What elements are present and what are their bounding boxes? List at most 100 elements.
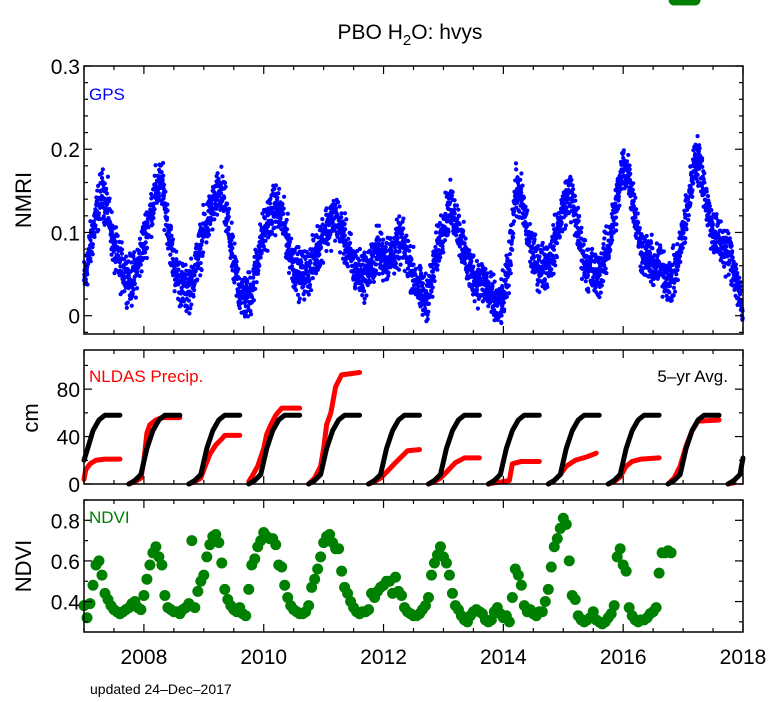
- gps-point: [421, 274, 427, 279]
- gps-point: [433, 244, 438, 250]
- gps-point: [128, 277, 133, 282]
- gps-point: [325, 242, 331, 247]
- gps-point: [119, 251, 125, 256]
- gps-point: [88, 259, 93, 264]
- gps-point: [289, 236, 294, 241]
- ndvi-point: [87, 579, 99, 591]
- gps-point: [484, 275, 489, 280]
- gps-point: [96, 211, 102, 216]
- gps-point: [329, 248, 334, 254]
- gps-point: [471, 287, 476, 293]
- gps-point: [161, 193, 167, 198]
- panel-ndvi: 0.4 0.6 0.8 NDVI NDVI: [11, 0, 744, 633]
- gps-point: [337, 239, 342, 244]
- gps-point: [572, 193, 578, 199]
- y-tick-label: 0.3: [51, 56, 80, 79]
- gps-point: [488, 270, 493, 275]
- gps-point: [237, 276, 242, 281]
- gps-point: [187, 311, 192, 316]
- gps-point: [634, 235, 639, 241]
- gps-point: [96, 227, 101, 233]
- gps-point: [311, 238, 316, 243]
- gps-point: [90, 242, 95, 247]
- gps-point: [550, 253, 556, 259]
- gps-point: [682, 240, 688, 245]
- gps-point: [627, 167, 632, 172]
- ylabel-nmri: NMRI: [11, 172, 36, 228]
- gps-point: [132, 281, 137, 286]
- gps-point: [237, 305, 242, 311]
- gps-point: [501, 300, 506, 305]
- gps-point: [199, 242, 204, 248]
- gps-point: [564, 205, 569, 210]
- gps-point: [696, 149, 701, 154]
- gps-point: [339, 215, 344, 220]
- gps-point: [156, 194, 162, 199]
- x-tick-label: 2012: [360, 646, 407, 669]
- gps-point: [144, 245, 150, 250]
- gps-point: [105, 174, 111, 179]
- gps-point: [116, 253, 121, 258]
- gps-point: [513, 161, 519, 166]
- gps-point: [608, 247, 613, 253]
- gps-point: [269, 231, 275, 236]
- gps-point: [692, 151, 698, 157]
- gps-point: [388, 235, 393, 241]
- gps-point: [562, 226, 568, 231]
- gps-point: [611, 218, 616, 223]
- ndvi-point: [443, 569, 455, 581]
- gps-point: [475, 287, 480, 293]
- gps-point: [447, 200, 453, 205]
- gps-ticks: 0 0.1 0.2 0.3: [51, 56, 744, 334]
- gps-point: [165, 202, 170, 207]
- gps-point: [702, 180, 707, 185]
- gps-point: [268, 201, 273, 206]
- gps-point: [651, 282, 656, 288]
- gps-point: [285, 248, 290, 253]
- gps-point: [248, 309, 253, 314]
- gps-point: [490, 284, 495, 289]
- gps-point: [462, 261, 468, 266]
- gps-point: [691, 181, 696, 186]
- gps-point: [440, 247, 445, 252]
- gps-point: [573, 212, 579, 217]
- precip-line-avg: [605, 412, 662, 487]
- gps-point: [139, 269, 144, 274]
- gps-point: [471, 264, 476, 269]
- gps-point: [726, 272, 731, 277]
- gps-point: [152, 173, 157, 178]
- gps-point: [626, 152, 631, 158]
- ndvi-point: [336, 565, 348, 577]
- ndvi-point: [422, 591, 434, 603]
- ndvi-ticks: 0.4 0.6 0.8: [51, 499, 744, 632]
- gps-point: [283, 230, 288, 235]
- gps-point: [700, 164, 705, 169]
- gps-point: [395, 235, 400, 241]
- gps-point: [738, 284, 743, 289]
- gps-point: [583, 279, 588, 284]
- gps-point: [255, 271, 261, 276]
- gps-point: [380, 243, 385, 249]
- gps-point: [426, 301, 431, 307]
- gps-point: [170, 237, 176, 242]
- gps-point: [576, 218, 581, 224]
- gps-point: [523, 204, 528, 209]
- gps-point: [411, 244, 416, 249]
- ndvi-point: [545, 561, 557, 573]
- title-subscript: 2: [403, 32, 411, 49]
- gps-point: [119, 247, 125, 252]
- gps-point: [632, 192, 637, 197]
- gps-point: [425, 312, 430, 318]
- gps-point: [579, 276, 585, 281]
- gps-point: [137, 273, 142, 279]
- gps-point: [452, 198, 457, 203]
- gps-point: [681, 230, 686, 235]
- x-tick-label: 2008: [121, 646, 168, 669]
- gps-point: [667, 284, 673, 289]
- y-tick-label: 0.4: [51, 592, 81, 615]
- gps-point: [648, 240, 654, 245]
- gps-point: [551, 271, 556, 276]
- gps-point: [416, 284, 421, 289]
- gps-point: [317, 252, 322, 257]
- gps-point: [533, 232, 538, 237]
